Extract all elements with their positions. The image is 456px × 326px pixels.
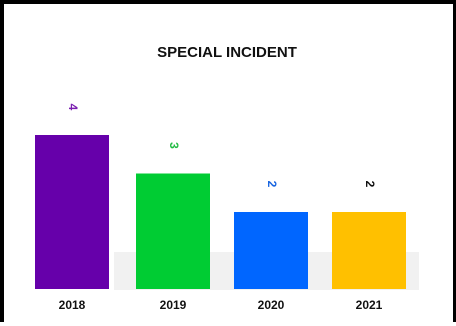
value-label-2018: 4 [66, 104, 80, 111]
category-label-2020: 2020 [258, 298, 285, 312]
category-label-2019: 2019 [160, 298, 187, 312]
category-label-2021: 2021 [356, 298, 383, 312]
bars-group [35, 135, 406, 289]
category-labels-group: 2018 2019 2020 2021 [59, 298, 383, 312]
bar-2021 [332, 212, 406, 289]
value-label-2019: 3 [167, 142, 181, 149]
bar-2019 [136, 173, 210, 289]
value-label-2020: 2 [265, 181, 279, 188]
bar-2018 [35, 135, 109, 289]
value-label-2021: 2 [363, 181, 377, 188]
bar-2020 [234, 212, 308, 289]
category-label-2018: 2018 [59, 298, 86, 312]
bar-chart: SPECIAL INCIDENT 4 3 2 2 2018 2019 2020 2021 [35, 44, 419, 312]
value-labels-group: 4 3 2 2 [66, 104, 377, 188]
chart-title: SPECIAL INCIDENT [157, 44, 297, 61]
